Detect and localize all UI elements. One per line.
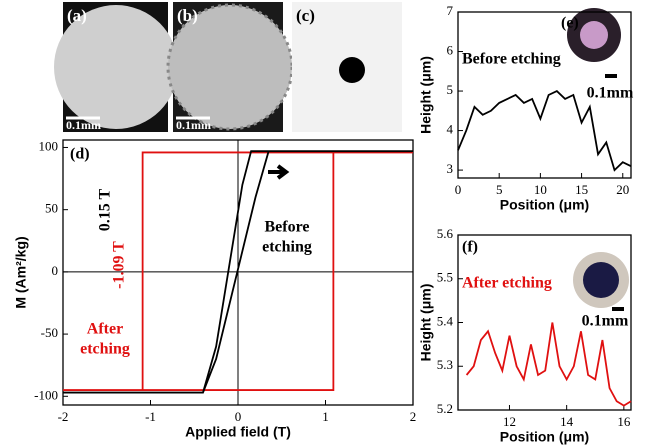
y-tick-label: 5.4	[437, 313, 454, 328]
x-tick-label: 14	[560, 414, 574, 429]
image-b: (b) 0.1mm	[166, 2, 294, 132]
y-tick-label: 6	[447, 43, 454, 58]
sample-disk	[54, 5, 178, 129]
x-tick-label: 20	[616, 182, 629, 197]
y-tick-label: 4	[447, 122, 454, 137]
x-tick-label: 12	[503, 414, 516, 429]
annotation: (d)	[70, 146, 90, 163]
scale-label: 0.1mm	[176, 118, 211, 132]
annotation: (e)	[561, 15, 579, 32]
scale-bar	[612, 307, 624, 311]
plot-frame	[457, 11, 632, 179]
data-line	[457, 89, 632, 172]
y-tick-label: 5.6	[437, 226, 454, 241]
photo-center	[580, 21, 608, 49]
x-tick-label: 10	[534, 182, 547, 197]
annotation: Before etching	[462, 51, 561, 68]
annotation: (f)	[462, 239, 478, 256]
y-tick-label: -100	[34, 387, 58, 402]
scale-label: 0.1mm	[66, 118, 101, 132]
data-line	[63, 150, 413, 394]
y-axis-label: M (Am²/kg)	[13, 236, 29, 308]
y-tick-label: 5	[447, 82, 454, 97]
annotation: After etching	[462, 275, 552, 292]
annotation: etching	[262, 239, 312, 256]
y-tick-label: 5.3	[437, 357, 453, 372]
x-axis-label: Position (μm)	[500, 429, 589, 445]
data-line	[63, 151, 413, 391]
x-tick-label: 0	[235, 409, 242, 424]
scale-bar	[605, 74, 617, 78]
y-tick-label: 50	[45, 201, 58, 216]
insets	[268, 8, 629, 311]
panel-label: (c)	[296, 6, 315, 25]
annotation: After	[87, 321, 123, 338]
y-tick-label: 5.2	[437, 401, 453, 416]
annotation: etching	[80, 341, 130, 358]
y-tick-label: 7	[447, 3, 454, 18]
x-axis-label: Position (μm)	[500, 197, 589, 213]
photo-center	[583, 262, 619, 298]
y-tick-label: 5.5	[437, 270, 453, 285]
x-tick-label: -2	[58, 409, 69, 424]
arrow	[268, 164, 290, 180]
annotation: Before	[264, 219, 309, 236]
y-axis-label: Height (μm)	[418, 56, 434, 134]
x-tick-label: 16	[617, 414, 631, 429]
annotation: 0.1mm	[582, 313, 629, 330]
diffraction-center	[339, 57, 365, 83]
x-tick-label: -1	[145, 409, 156, 424]
x-tick-label: 5	[496, 182, 503, 197]
x-tick-label: 15	[575, 182, 588, 197]
panel-label: (b)	[177, 6, 198, 25]
y-tick-label: 3	[447, 161, 454, 176]
y-tick-label: -50	[41, 325, 58, 340]
annotation: 0.1mm	[587, 85, 634, 102]
annotation: 0.15 T	[97, 188, 114, 231]
annotation: -1.09 T	[111, 241, 128, 289]
image-a: (a) 0.1mm	[54, 2, 178, 132]
x-tick-label: 2	[410, 409, 417, 424]
x-tick-label: 0	[455, 182, 462, 197]
x-tick-label: 1	[322, 409, 329, 424]
y-axis-label: Height (μm)	[418, 284, 434, 362]
x-axis-label: Applied field (T)	[185, 424, 291, 440]
y-tick-label: 0	[52, 263, 59, 278]
y-tick-label: 100	[39, 138, 59, 153]
data-line	[465, 322, 632, 407]
panel-label: (a)	[67, 6, 87, 25]
image-c: (c)	[292, 2, 402, 132]
